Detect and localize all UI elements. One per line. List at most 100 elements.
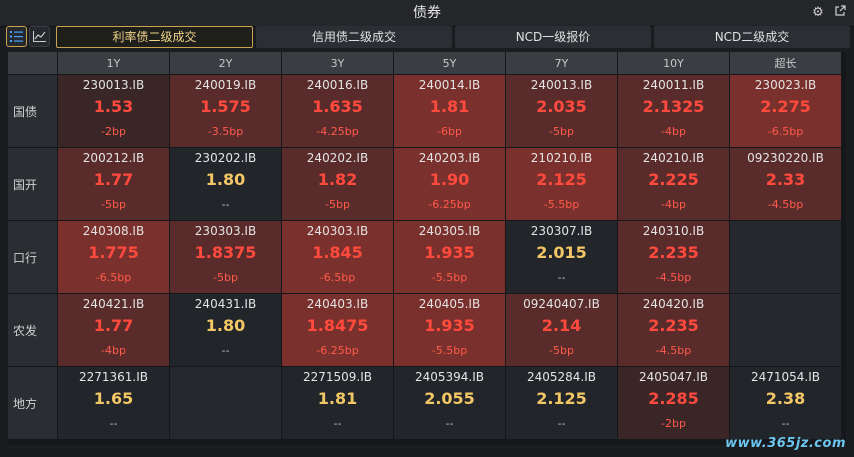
bond-code: 240011.IB	[642, 78, 705, 92]
bond-yield: 1.81	[429, 97, 470, 116]
bond-yield: 1.77	[93, 170, 134, 189]
bond-cell[interactable]: 230013.IB 1.53 -2bp	[58, 75, 169, 147]
yield-change: -2bp	[661, 417, 686, 430]
yield-change: -6.5bp	[319, 271, 356, 284]
bond-cell[interactable]: 09230220.IB 2.33 -4.5bp	[730, 148, 841, 220]
column-header[interactable]: 10Y	[618, 52, 729, 74]
yield-change: -5bp	[213, 271, 238, 284]
bond-cell[interactable]: 230303.IB 1.8375 -5bp	[170, 221, 281, 293]
bond-code: 240019.IB	[194, 78, 257, 92]
yield-change: -5bp	[549, 125, 574, 138]
bond-yield: 1.775	[88, 243, 139, 262]
yield-change: -4.5bp	[767, 198, 804, 211]
bond-code: 240013.IB	[530, 78, 593, 92]
bond-cell[interactable]: 230023.IB 2.275 -6.5bp	[730, 75, 841, 147]
bond-cell[interactable]: 240210.IB 2.225 -4bp	[618, 148, 729, 220]
chart-view-button[interactable]	[29, 26, 50, 47]
bond-cell	[730, 294, 841, 366]
bond-yield: 2.235	[648, 316, 699, 335]
bond-cell[interactable]: 240403.IB 1.8475 -6.25bp	[282, 294, 393, 366]
row-header: 农发	[8, 294, 57, 366]
bond-yield: 2.285	[648, 389, 699, 408]
bond-cell[interactable]: 240011.IB 2.1325 -4bp	[618, 75, 729, 147]
bond-cell[interactable]: 240421.IB 1.77 -4bp	[58, 294, 169, 366]
bond-cell[interactable]: 240305.IB 1.935 -5.5bp	[394, 221, 505, 293]
yield-change: -4bp	[661, 125, 686, 138]
bond-code: 240305.IB	[418, 224, 481, 238]
bond-cell[interactable]: 240420.IB 2.235 -4.5bp	[618, 294, 729, 366]
bond-yield: 1.82	[317, 170, 358, 189]
bond-cell[interactable]: 2271361.IB 1.65 --	[58, 367, 169, 439]
row-header: 国债	[8, 75, 57, 147]
yield-change: -4.5bp	[655, 344, 692, 357]
bond-code: 240420.IB	[642, 297, 705, 311]
yield-change: -6.25bp	[316, 344, 359, 357]
bond-cell[interactable]: 240431.IB 1.80 --	[170, 294, 281, 366]
bond-code: 240421.IB	[82, 297, 145, 311]
tab-ncd-secondary[interactable]: NCD二级成交	[654, 26, 850, 48]
toolbar: 利率债二级成交 信用债二级成交 NCD一级报价 NCD二级成交	[0, 26, 854, 50]
bond-cell[interactable]: 240308.IB 1.775 -6.5bp	[58, 221, 169, 293]
column-header[interactable]: 3Y	[282, 52, 393, 74]
yield-change: -2bp	[101, 125, 126, 138]
bond-code: 09230220.IB	[747, 151, 824, 165]
bond-code: 2271509.IB	[302, 370, 373, 384]
bond-code: 240403.IB	[306, 297, 369, 311]
bond-cell[interactable]: 240016.IB 1.635 -4.25bp	[282, 75, 393, 147]
bond-cell[interactable]: 210210.IB 2.125 -5.5bp	[506, 148, 617, 220]
bond-cell[interactable]: 200212.IB 1.77 -5bp	[58, 148, 169, 220]
tab-credit-bond-secondary[interactable]: 信用债二级成交	[256, 26, 452, 48]
bond-yield: 1.8475	[306, 316, 369, 335]
table-view-button[interactable]	[6, 26, 27, 47]
column-header[interactable]: 超长	[730, 52, 841, 74]
gear-icon[interactable]: ⚙	[812, 5, 824, 20]
popout-icon[interactable]	[832, 5, 848, 21]
bond-cell[interactable]: 240202.IB 1.82 -5bp	[282, 148, 393, 220]
bond-yield: 1.8375	[194, 243, 257, 262]
tab-ncd-primary-quote[interactable]: NCD一级报价	[455, 26, 651, 48]
yield-change: -4.25bp	[316, 125, 359, 138]
watermark: www.365jz.com	[725, 436, 846, 451]
bond-yield: 1.90	[429, 170, 470, 189]
column-header[interactable]: 5Y	[394, 52, 505, 74]
bond-cell[interactable]: 240203.IB 1.90 -6.25bp	[394, 148, 505, 220]
row-header: 口行	[8, 221, 57, 293]
yield-change: -6.5bp	[767, 125, 804, 138]
bond-cell[interactable]: 240303.IB 1.845 -6.5bp	[282, 221, 393, 293]
tab-rate-bond-secondary[interactable]: 利率债二级成交	[56, 26, 253, 48]
yield-change: --	[221, 198, 230, 211]
bond-cell[interactable]: 230202.IB 1.80 --	[170, 148, 281, 220]
bond-cell[interactable]: 230307.IB 2.015 --	[506, 221, 617, 293]
bond-code: 230307.IB	[530, 224, 593, 238]
bond-cell[interactable]: 2271509.IB 1.81 --	[282, 367, 393, 439]
bond-code: 230023.IB	[754, 78, 817, 92]
bond-code: 230303.IB	[194, 224, 257, 238]
bond-cell[interactable]: 240013.IB 2.035 -5bp	[506, 75, 617, 147]
bond-cell[interactable]: 240014.IB 1.81 -6bp	[394, 75, 505, 147]
bond-cell[interactable]: 240405.IB 1.935 -5.5bp	[394, 294, 505, 366]
line-chart-icon	[32, 27, 46, 46]
bond-cell[interactable]: 2405284.IB 2.125 --	[506, 367, 617, 439]
column-header[interactable]: 2Y	[170, 52, 281, 74]
bond-yield: 2.055	[424, 389, 475, 408]
bond-yield: 2.14	[541, 316, 582, 335]
bond-code: 240405.IB	[418, 297, 481, 311]
yield-change: -6bp	[437, 125, 462, 138]
bond-cell[interactable]: 2471054.IB 2.38 --	[730, 367, 841, 439]
yield-change: --	[557, 271, 566, 284]
bond-code: 210210.IB	[530, 151, 593, 165]
grid-corner	[8, 52, 57, 74]
bond-cell[interactable]: 240019.IB 1.575 -3.5bp	[170, 75, 281, 147]
yield-change: -5.5bp	[431, 271, 468, 284]
bond-yield: 1.80	[205, 170, 246, 189]
bond-cell[interactable]: 240310.IB 2.235 -4.5bp	[618, 221, 729, 293]
bond-yield: 2.035	[536, 97, 587, 116]
yield-change: -4.5bp	[655, 271, 692, 284]
bond-cell[interactable]: 2405394.IB 2.055 --	[394, 367, 505, 439]
bond-cell[interactable]: 09240407.IB 2.14 -5bp	[506, 294, 617, 366]
bond-cell[interactable]: 2405047.IB 2.285 -2bp	[618, 367, 729, 439]
bond-code: 2405284.IB	[526, 370, 597, 384]
yield-change: --	[445, 417, 454, 430]
column-header[interactable]: 7Y	[506, 52, 617, 74]
column-header[interactable]: 1Y	[58, 52, 169, 74]
